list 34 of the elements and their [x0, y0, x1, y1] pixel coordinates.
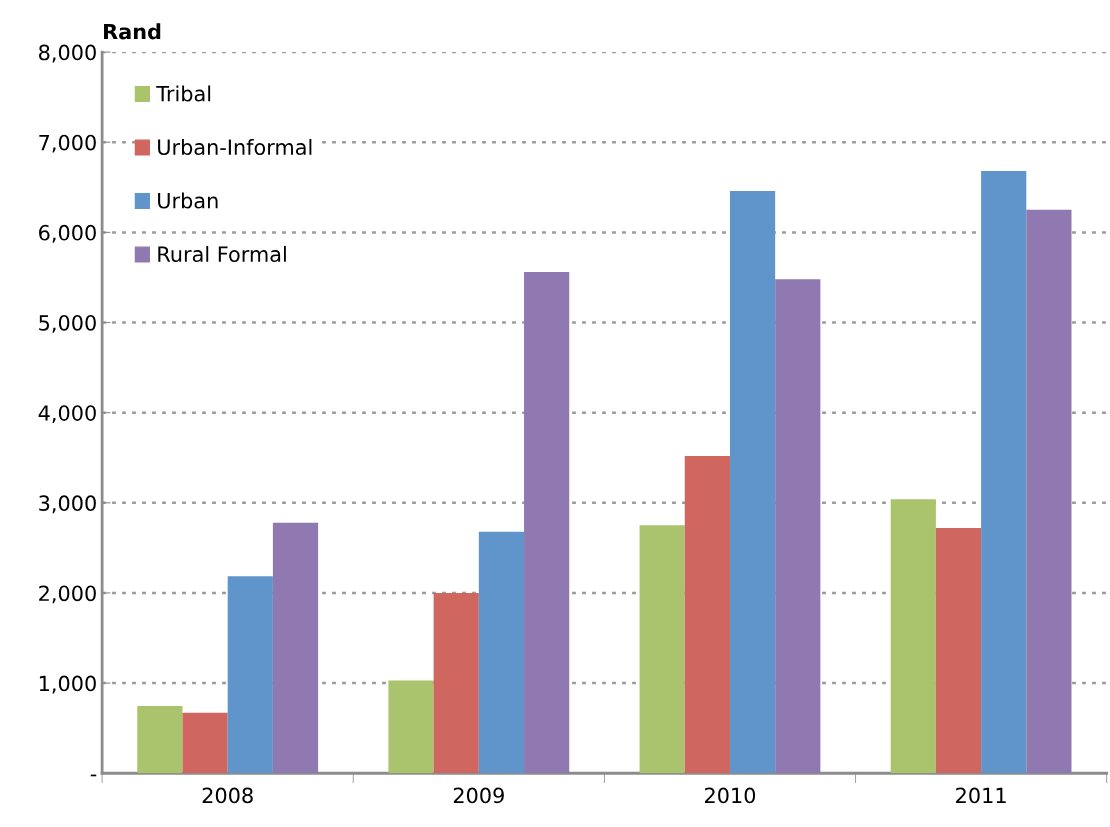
bar: [524, 272, 570, 774]
y-tick-label: 7,000: [39, 134, 96, 153]
y-tick-label: 4,000: [38, 405, 96, 424]
y-tick-label: 8,000: [39, 44, 96, 63]
bar: [729, 190, 776, 774]
legend-label: Rural Formal: [158, 245, 286, 263]
y-tick-label: 1,000: [39, 675, 96, 694]
bar: [935, 528, 982, 774]
legend-label: Tribal: [156, 85, 211, 102]
x-tick-label: 2008: [202, 787, 253, 804]
bar: [1026, 209, 1072, 774]
bar: [433, 592, 479, 774]
y-tick-label: 5,000: [39, 314, 96, 333]
x-tick-label: 2009: [453, 787, 504, 804]
bar: [478, 531, 525, 774]
bar: [684, 455, 730, 774]
bar: [981, 171, 1027, 774]
y-axis-title: Rand: [104, 23, 161, 40]
x-tick-label: 2010: [704, 787, 756, 804]
bar: [227, 576, 273, 774]
bar: [639, 525, 685, 774]
bar: [182, 712, 228, 774]
y-tick-label: 3,000: [39, 495, 96, 514]
bar: [388, 680, 434, 774]
bar: [137, 706, 183, 774]
y-tick-label: 6,000: [39, 224, 96, 243]
y-tick-label: 2,000: [39, 585, 96, 604]
bar: [890, 499, 936, 774]
bar: [272, 522, 319, 774]
bar: [775, 279, 821, 774]
x-tick-label: 2011: [956, 787, 1006, 804]
legend-label: Urban: [158, 192, 218, 209]
legend-label: Urban-Informal: [158, 138, 312, 156]
y-tick-label: -: [90, 774, 97, 777]
